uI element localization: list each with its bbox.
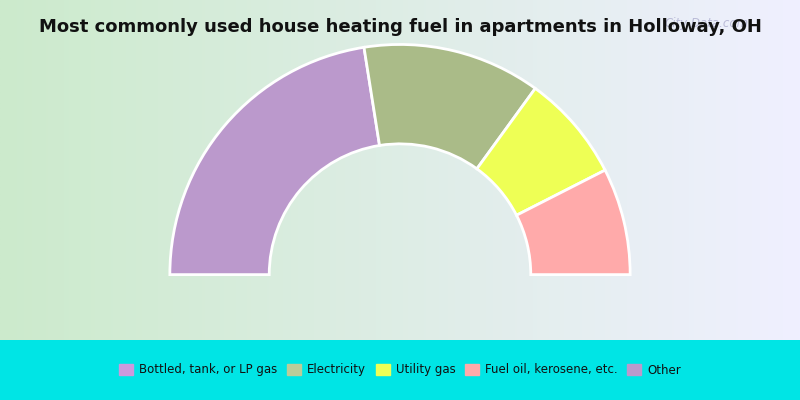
Wedge shape — [364, 44, 535, 169]
Wedge shape — [517, 170, 630, 275]
Wedge shape — [477, 88, 605, 215]
Text: City-Data.com: City-Data.com — [665, 17, 749, 30]
Legend: Bottled, tank, or LP gas, Electricity, Utility gas, Fuel oil, kerosene, etc., Ot: Bottled, tank, or LP gas, Electricity, U… — [119, 364, 681, 376]
Text: Most commonly used house heating fuel in apartments in Holloway, OH: Most commonly used house heating fuel in… — [38, 18, 762, 36]
Wedge shape — [170, 47, 379, 275]
